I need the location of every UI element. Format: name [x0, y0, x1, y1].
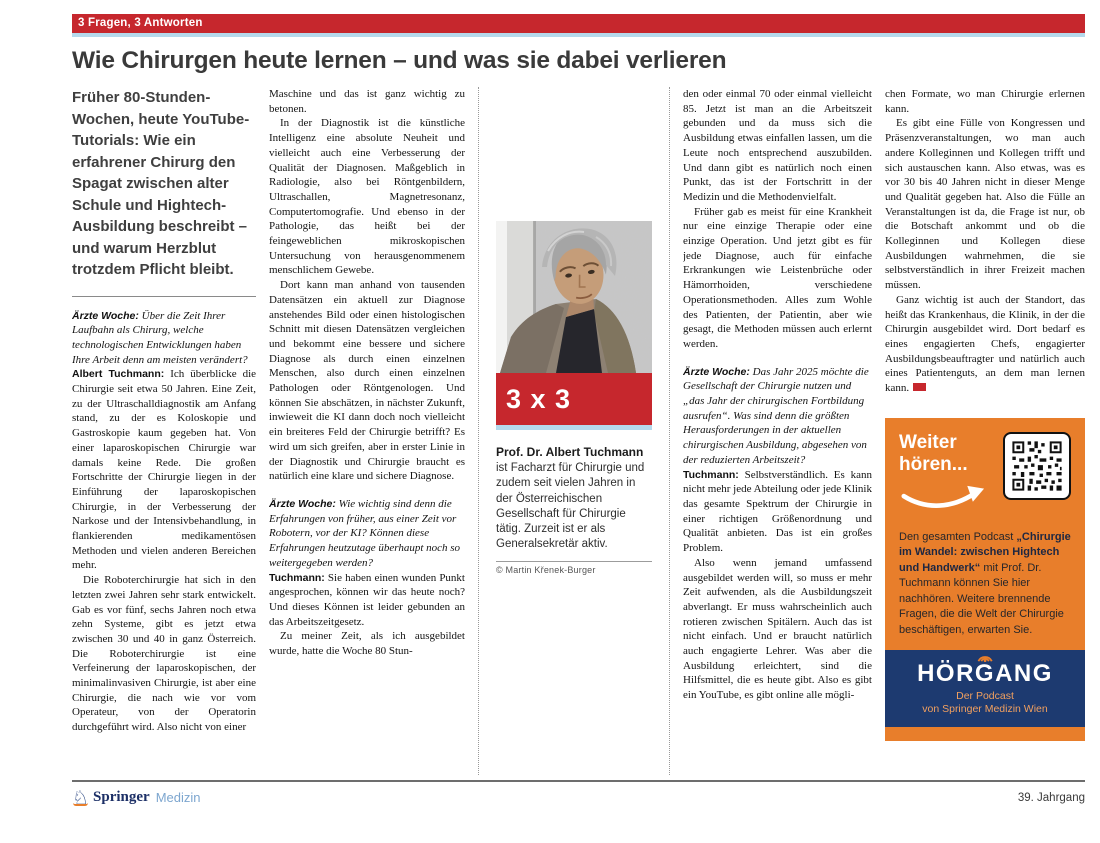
- knight-underline: [73, 803, 88, 806]
- portrait-photo: [496, 221, 652, 373]
- question-label: Ärzte Woche:: [72, 309, 139, 322]
- body-paragraph: Ganz wichtig ist auch der Standort, das …: [885, 293, 1085, 396]
- body-paragraph: chen Formate, wo man Chirurgie erlernen …: [885, 88, 1085, 115]
- qr-code: [1003, 431, 1071, 500]
- ad-bottom-strip: [899, 727, 1071, 741]
- article-columns: Früher 80-Stunden-Wochen, heute YouTube-…: [72, 87, 1085, 775]
- body-text: Ganz wichtig ist auch der Standort, das …: [885, 293, 1085, 395]
- photo-credit: © Martin Křenek-Burger: [496, 561, 652, 575]
- photo-caption-text: ist Facharzt für Chirurgie und zudem sei…: [496, 462, 645, 551]
- logo-text: HÖR: [917, 660, 975, 688]
- ad-body: Den gesamten Podcast „Chirurgie im Wande…: [899, 530, 1071, 639]
- logo-g: G: [974, 660, 996, 688]
- photo-column: 3 x 3 Prof. Dr. Albert Tuchmann ist Fach…: [478, 87, 670, 775]
- ad-headline: Weiter hören...: [899, 431, 968, 475]
- blue-divider: [72, 33, 1085, 37]
- answer-text: Selbstverständlich. Es kann nicht mehr j…: [683, 468, 872, 555]
- answer-text: Ich überblicke die Chirurgie seit etwa 5…: [72, 368, 256, 572]
- body-paragraph: Es gibt eine Fülle von Kongressen und Pr…: [885, 117, 1085, 292]
- ad-subline-1: Der Podcast: [956, 690, 1014, 703]
- column-1: Früher 80-Stunden-Wochen, heute YouTube-…: [72, 87, 256, 775]
- wifi-arcs-icon: [977, 656, 993, 663]
- body-paragraph: In der Diagnostik ist die künstliche Int…: [269, 117, 465, 277]
- question-text: Über die Zeit Ihrer Laufbahn als Chirurg…: [72, 309, 248, 366]
- question-label: Ärzte Woche:: [269, 497, 336, 510]
- answer-text: Sie haben einen wunden Punkt angesproche…: [269, 571, 465, 628]
- answer-1: Albert Tuchmann: Ich überblicke die Chir…: [72, 367, 256, 573]
- intro-paragraph: Früher 80-Stunden-Wochen, heute YouTube-…: [72, 89, 250, 278]
- ad-body-bold: „Chirurgie im Wandel: zwischen Hightech …: [899, 530, 1071, 574]
- body-paragraph: den oder einmal 70 oder einmal vielleich…: [683, 88, 872, 203]
- question-3: Ärzte Woche: Das Jahr 2025 möchte die Ge…: [683, 365, 872, 468]
- brand-medizin: Medizin: [155, 790, 201, 805]
- question-text: Das Jahr 2025 möchte die Gesellschaft de…: [683, 365, 869, 466]
- photo-caption-name: Prof. Dr. Albert Tuchmann: [496, 445, 644, 459]
- column-2: Maschine und das ist ganz wichtig zu bet…: [269, 87, 465, 775]
- knight-icon: ♘: [72, 787, 90, 809]
- page-headline: Wie Chirurgen heute lernen – und was sie…: [72, 47, 727, 74]
- ad-subline-2: von Springer Medizin Wien: [922, 703, 1048, 716]
- topic-bar: 3 Fragen, 3 Antworten: [72, 14, 1085, 37]
- body-paragraph: Also wenn jemand umfassend ausgebildet w…: [683, 556, 872, 702]
- body-paragraph: Maschine und das ist ganz wichtig zu bet…: [269, 88, 465, 115]
- body-paragraph: Die Roboterchirurgie hat sich in den let…: [72, 574, 256, 734]
- hoergang-logo: HÖR GANG: [885, 656, 1085, 688]
- ad-body-text: Den gesamten Podcast: [899, 530, 1017, 543]
- issue-label: 39. Jahrgang: [1017, 791, 1085, 804]
- curved-arrow-icon: [901, 485, 985, 508]
- column-5: chen Formate, wo man Chirurgie erlernen …: [885, 87, 1085, 775]
- body-paragraph: Früher gab es meist für eine Krankheit n…: [683, 205, 872, 350]
- answer-3: Tuchmann: Selbstverständlich. Es kann ni…: [683, 468, 872, 556]
- column-4: den oder einmal 70 oder einmal vielleich…: [683, 87, 872, 775]
- article-end-mark-icon: [913, 383, 927, 392]
- intro-rule: [72, 295, 256, 297]
- body-paragraph: Zu meiner Zeit, als ich ausgebildet wurd…: [269, 630, 465, 658]
- answer-2: Tuchmann: Sie haben einen wunden Punkt a…: [269, 571, 465, 630]
- photo-banner: 3 x 3: [496, 373, 652, 425]
- hoergang-block: HÖR GANG Der Podcast von Springer Medizin…: [885, 650, 1085, 728]
- ad-body-text: mit Prof. Dr. Tuchmann können Sie hier n…: [899, 561, 1064, 636]
- body-paragraph: Dort kann man anhand von tausenden Daten…: [269, 279, 465, 483]
- photo-blue-strip: [496, 425, 652, 430]
- question-1: Ärzte Woche: Über die Zeit Ihrer Laufbah…: [72, 309, 256, 368]
- answer-label: Tuchmann:: [683, 468, 739, 481]
- question-label: Ärzte Woche:: [683, 365, 750, 378]
- springer-medizin-logo: ♘ Springer Medizin: [72, 787, 201, 809]
- question-2: Ärzte Woche: Wie wichtig sind denn die E…: [269, 497, 465, 571]
- answer-label: Tuchmann:: [269, 571, 325, 584]
- photo-caption: Prof. Dr. Albert Tuchmann ist Facharzt f…: [496, 445, 652, 552]
- logo-text: ANG: [995, 660, 1053, 688]
- brand-springer: Springer: [93, 789, 150, 805]
- podcast-ad: Weiter hören...: [885, 417, 1085, 742]
- page-footer: ♘ Springer Medizin 39. Jahrgang: [72, 780, 1085, 809]
- answer-label: Albert Tuchmann:: [72, 368, 165, 381]
- question-text: Wie wichtig sind denn die Erfahrungen vo…: [269, 497, 461, 569]
- red-tag-bar: 3 Fragen, 3 Antworten: [72, 14, 1085, 33]
